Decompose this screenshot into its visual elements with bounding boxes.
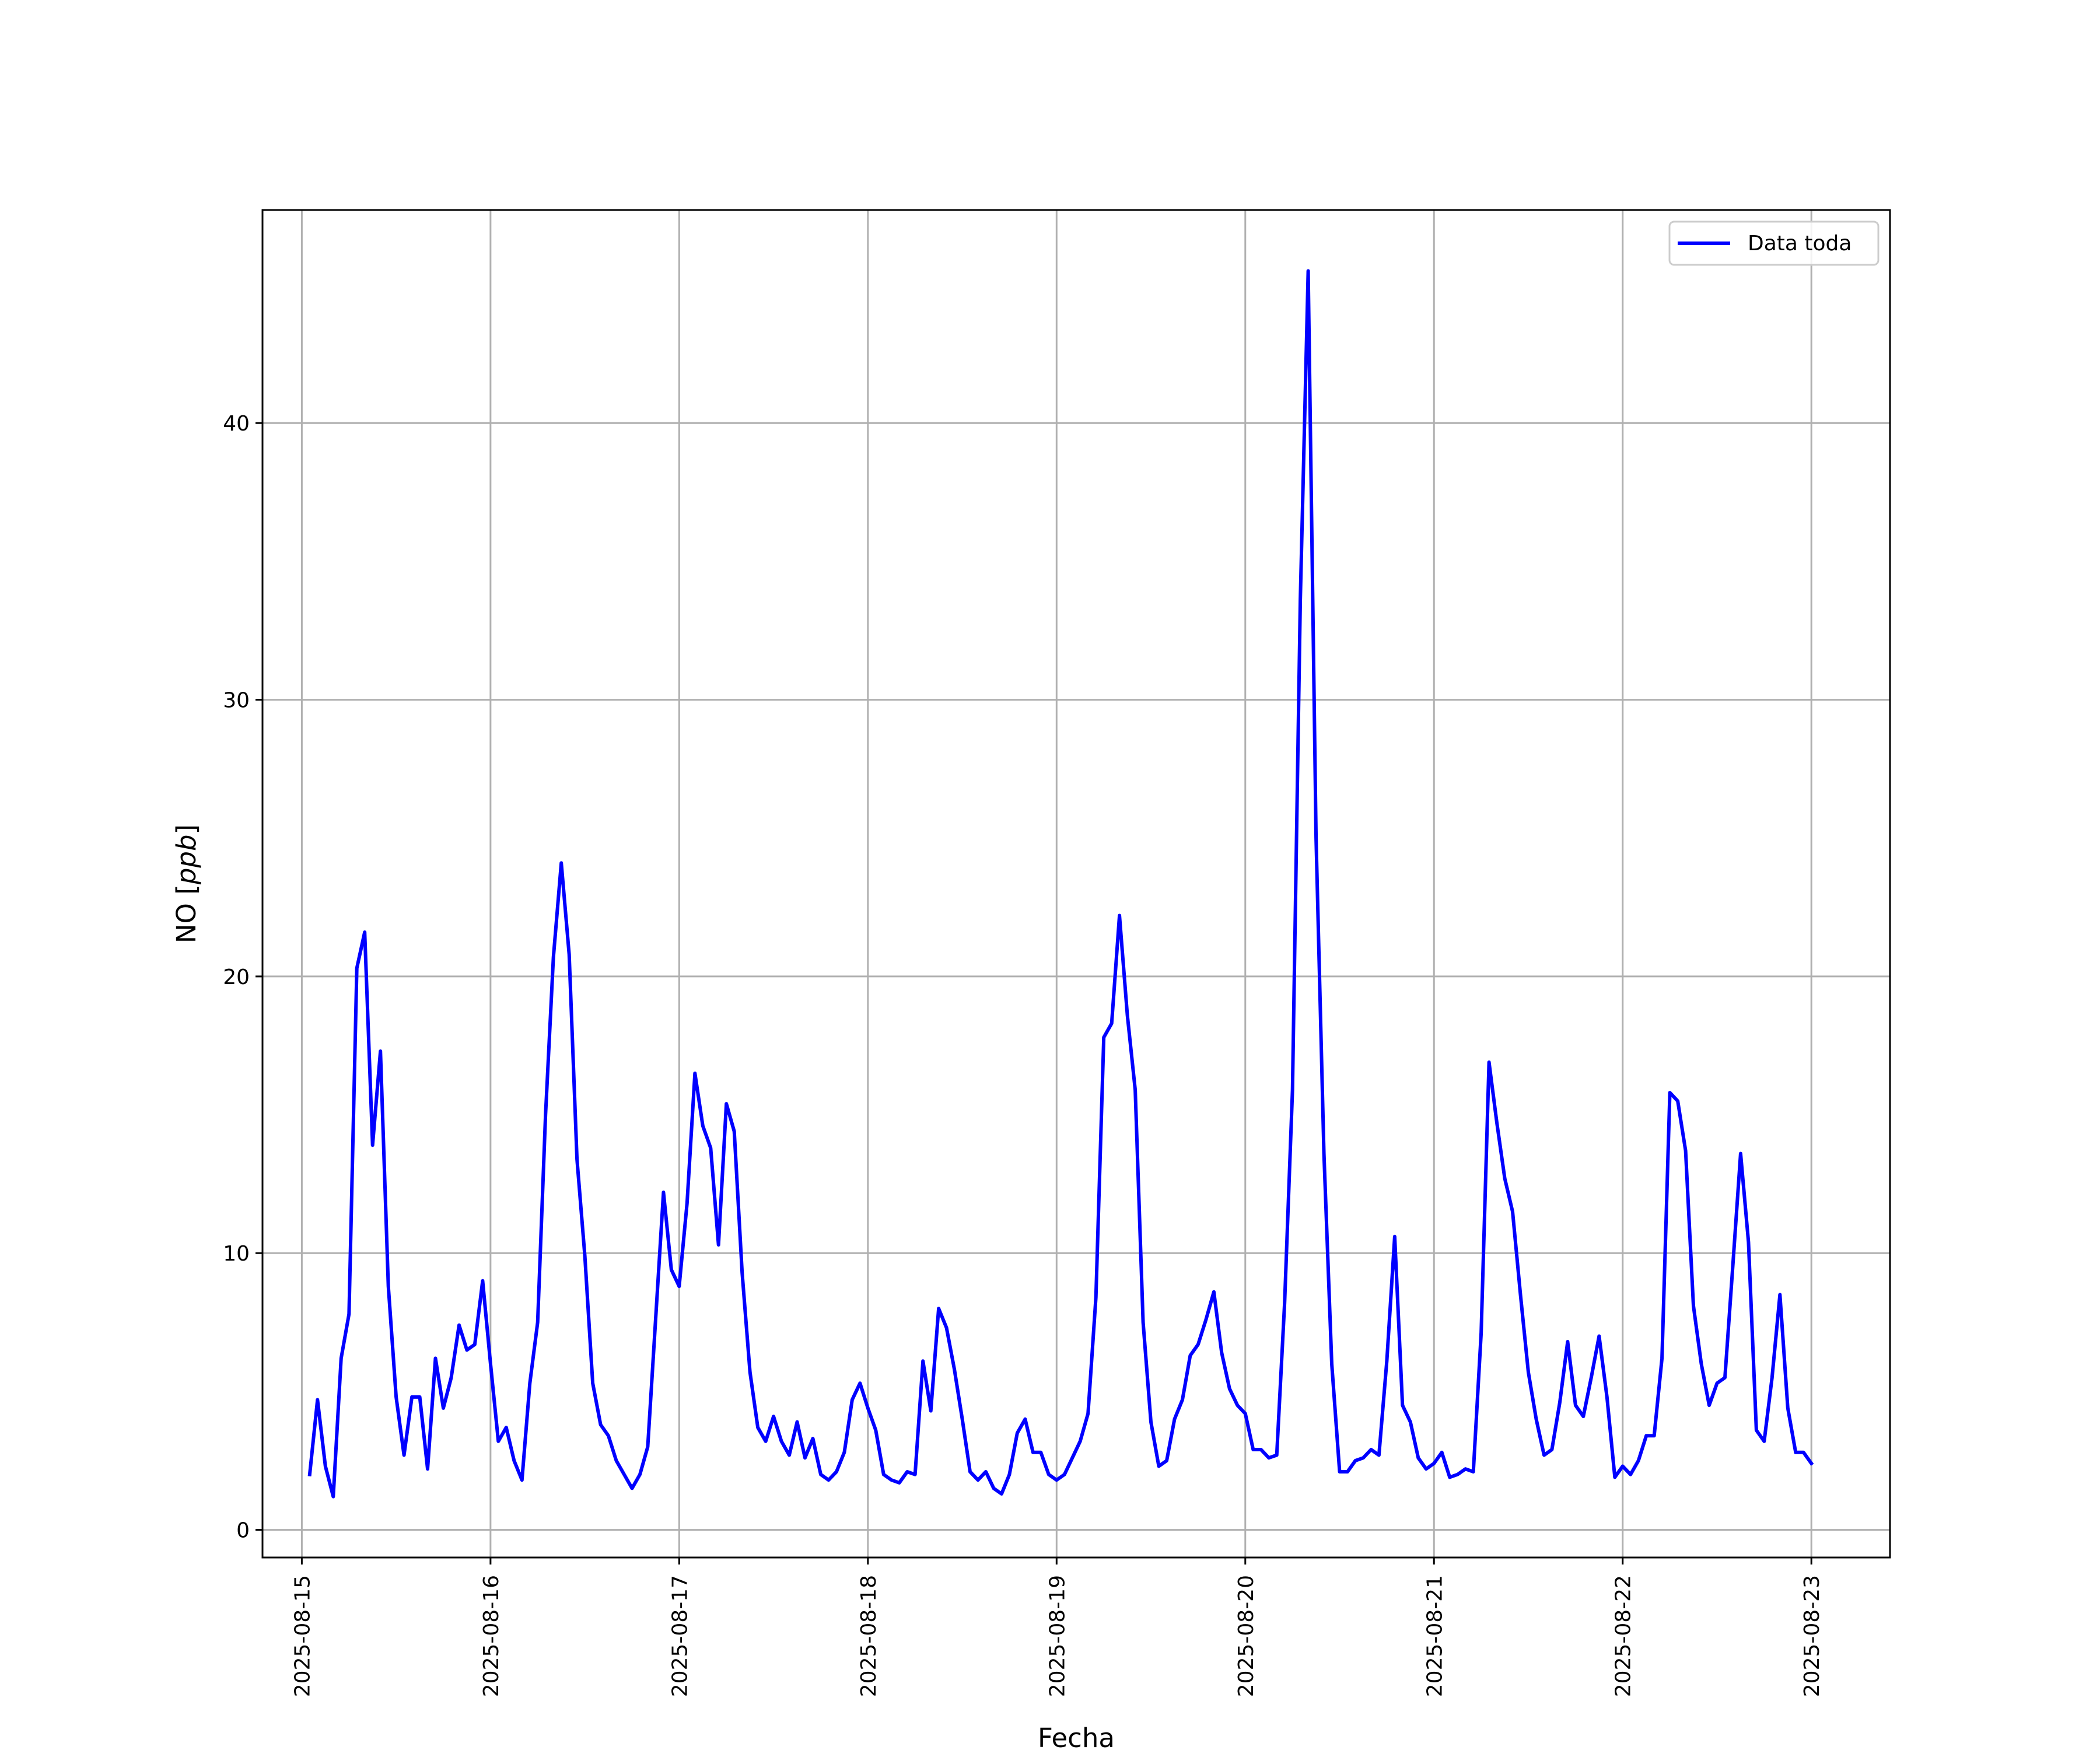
x-tick-label: 2025-08-17 (668, 1575, 692, 1697)
grid (262, 210, 1890, 1558)
plot-area (262, 210, 1890, 1558)
y-axis-label-prefix: NO [ (171, 884, 202, 943)
legend-box (1668, 220, 1880, 266)
legend-label-data-toda: Data toda (1748, 232, 1852, 256)
x-tick-label: 2025-08-22 (1612, 1575, 1636, 1697)
y-axis-label: NO [ppb] (171, 824, 202, 943)
legend: Data toda (1668, 220, 1880, 266)
y-tick-label: 30 (223, 689, 250, 713)
y-tick-label: 10 (223, 1242, 250, 1266)
y-tick-label: 40 (223, 412, 250, 436)
series-layer (307, 269, 1814, 1499)
y-axis-label-suffix: ] (171, 824, 202, 835)
x-tick-label: 2025-08-16 (480, 1575, 503, 1697)
y-tick-label: 0 (236, 1519, 250, 1543)
x-axis: 2025-08-15 2025-08-16 2025-08-17 2025-08-18… (290, 1558, 1824, 1697)
x-tick-label: 2025-08-20 (1234, 1575, 1258, 1697)
x-tick-label: 2025-08-23 (1800, 1575, 1824, 1697)
series-line-data-toda (307, 269, 1814, 1499)
x-axis-label: Fecha (1038, 1723, 1115, 1750)
y-axis: 0 10 20 30 40 (223, 412, 262, 1543)
y-axis-label-unit: ppb (171, 834, 202, 885)
x-tick-label: 2025-08-18 (857, 1575, 881, 1697)
y-tick-label: 20 (223, 965, 250, 989)
x-tick-label: 2025-08-19 (1045, 1575, 1069, 1697)
x-tick-label: 2025-08-21 (1423, 1575, 1447, 1697)
plot-frame (261, 209, 1891, 1559)
x-tick-label: 2025-08-15 (290, 1575, 314, 1697)
